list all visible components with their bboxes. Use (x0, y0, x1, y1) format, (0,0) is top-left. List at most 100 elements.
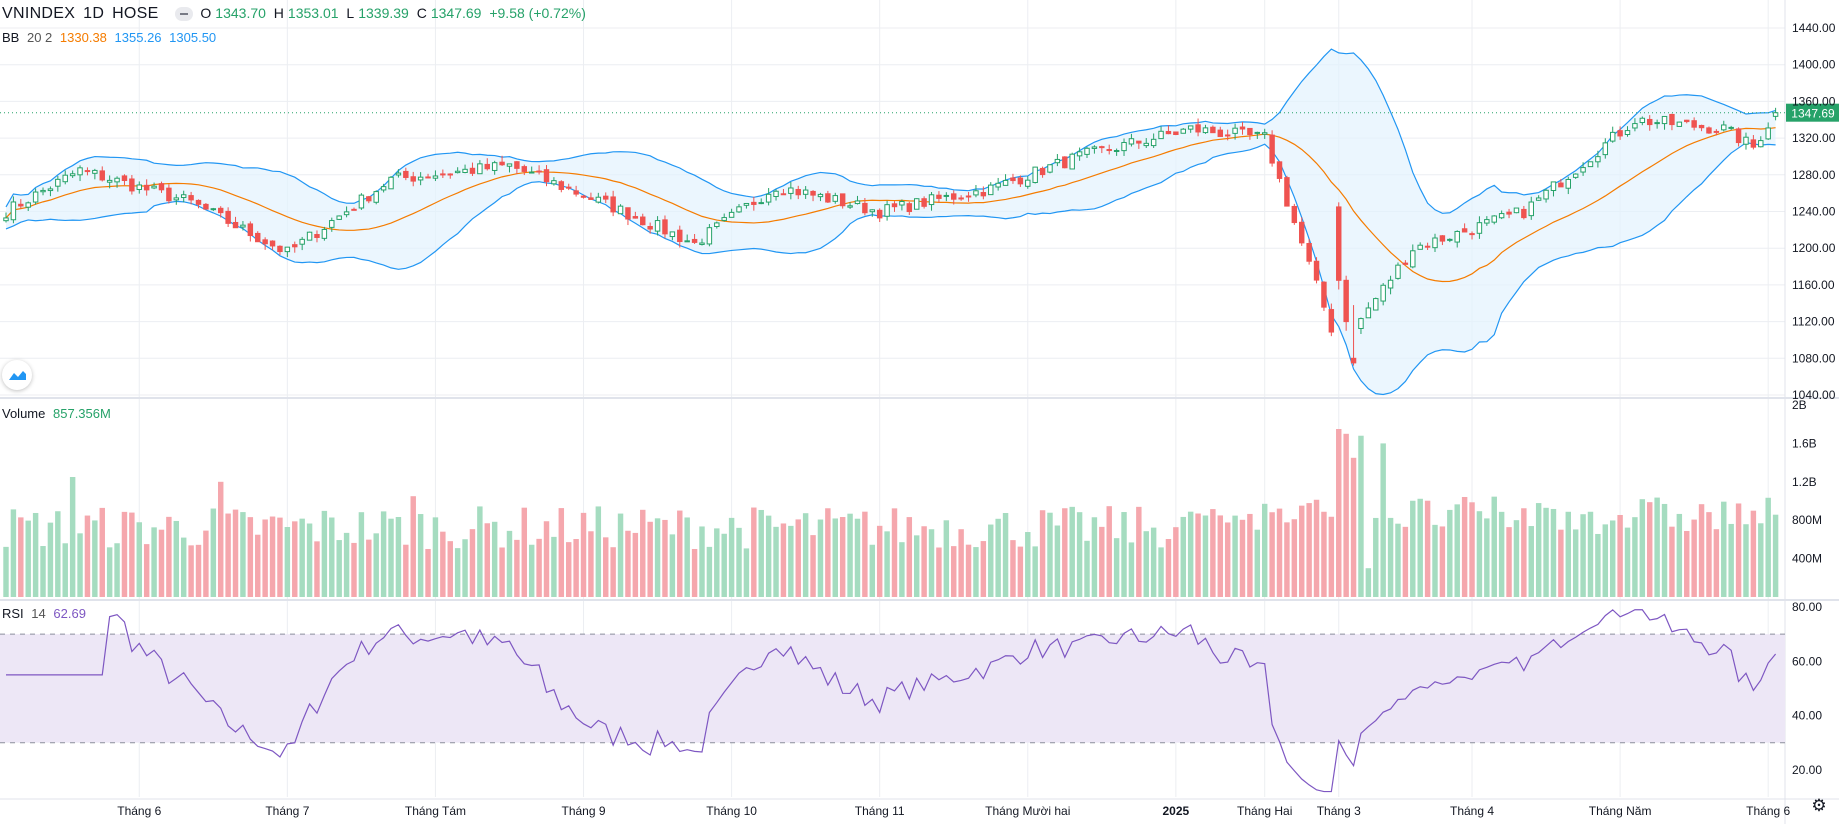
candle-body (1387, 279, 1394, 289)
candle (1698, 124, 1705, 132)
candle-body (1099, 146, 1105, 149)
candle-body (669, 231, 676, 238)
candle (1210, 125, 1216, 134)
candle-body (1535, 197, 1542, 201)
candle-body (1025, 179, 1031, 187)
volume-bar (521, 507, 528, 597)
price-axis-tick: 1200.00 (1792, 241, 1836, 255)
candle (1439, 235, 1446, 246)
volume-bar (995, 518, 1001, 597)
volume-bar (299, 518, 305, 597)
candle (329, 217, 335, 232)
candle (1121, 138, 1127, 156)
volume-bar (106, 547, 113, 597)
candle-body (765, 193, 772, 203)
volume-legend[interactable]: Volume 857.356M (2, 405, 115, 423)
candle-body (166, 187, 172, 202)
volume-bar (899, 542, 905, 597)
candle (380, 183, 387, 193)
volume-bar (1491, 496, 1497, 597)
volume-bar (1010, 540, 1016, 597)
candle-body (1543, 189, 1549, 200)
candle (1269, 130, 1275, 167)
candle (1387, 275, 1394, 295)
volume-bar (1498, 511, 1505, 597)
high-value: 1353.01 (287, 5, 339, 21)
volume-bar (1654, 497, 1660, 597)
candle (1528, 196, 1534, 220)
volume-bar (1247, 513, 1253, 597)
low-label: L (346, 5, 355, 21)
symbol-name: VNINDEX (2, 5, 76, 22)
candle (1491, 215, 1497, 225)
tradingview-logo-button[interactable] (2, 360, 32, 390)
volume-bar (1735, 503, 1742, 597)
candle-body (1032, 166, 1038, 184)
candle-body (225, 210, 231, 224)
candle (47, 186, 54, 197)
candle (832, 192, 838, 204)
bb-legend[interactable]: BB 20 2 1330.38 1355.26 1305.50 (2, 29, 220, 47)
candle-body (203, 203, 209, 210)
candle-body (1572, 173, 1579, 178)
candle (884, 200, 890, 221)
candle (240, 221, 246, 231)
volume-bar (18, 517, 24, 597)
candle-body (580, 195, 587, 198)
candle-body (217, 207, 224, 214)
candle-body (1143, 142, 1149, 147)
volume-bar (410, 496, 416, 597)
candle (1232, 123, 1238, 140)
volume-bar (388, 518, 394, 597)
volume-bar (1380, 443, 1386, 597)
low-value: 1339.39 (358, 5, 409, 21)
candle (1417, 242, 1423, 250)
candle (891, 201, 898, 212)
settings-gear-icon[interactable]: ⚙ (1811, 796, 1827, 815)
candle-body (1684, 119, 1690, 123)
volume-bar (1136, 506, 1142, 597)
candle (780, 188, 787, 196)
candle (677, 225, 683, 248)
candle-body (543, 169, 550, 183)
candle (1336, 202, 1342, 290)
candle (1276, 161, 1283, 183)
candle (351, 207, 357, 211)
volume-bar (1684, 530, 1690, 597)
volume-bar (55, 511, 61, 597)
collapse-legend-button[interactable] (174, 7, 193, 22)
volume-bar (617, 513, 624, 597)
candle (1447, 238, 1453, 243)
rsi-legend[interactable]: RSI 14 62.69 (2, 605, 90, 623)
volume-bar (1054, 525, 1061, 597)
time-axis-tick: Tháng 3 (1317, 804, 1361, 818)
candle-body (610, 196, 616, 213)
candle-body (1661, 115, 1668, 125)
candle (255, 231, 261, 243)
candle (1002, 174, 1009, 186)
candle-body (1284, 177, 1290, 207)
candle-body (173, 197, 180, 201)
volume-bar (1128, 542, 1135, 597)
candle (1150, 133, 1157, 148)
candle-body (832, 195, 838, 202)
candle (136, 181, 142, 194)
volume-bar (1091, 517, 1098, 597)
candle-body (129, 178, 135, 192)
candle-body (343, 211, 350, 216)
volume-bar (1239, 519, 1246, 597)
volume-bar (506, 530, 513, 597)
candle (1728, 125, 1734, 131)
volume-bar (751, 507, 757, 597)
time-axis-tick: Tháng 4 (1450, 804, 1494, 818)
volume-bar (1535, 503, 1542, 597)
candle (121, 174, 128, 186)
volume-bar (1706, 512, 1712, 597)
candle (1624, 126, 1631, 137)
candle-body (1150, 138, 1157, 147)
volume-bar (1417, 498, 1423, 597)
volume-bar (277, 517, 283, 597)
candle-body (388, 176, 394, 190)
candle-body (1195, 124, 1201, 133)
